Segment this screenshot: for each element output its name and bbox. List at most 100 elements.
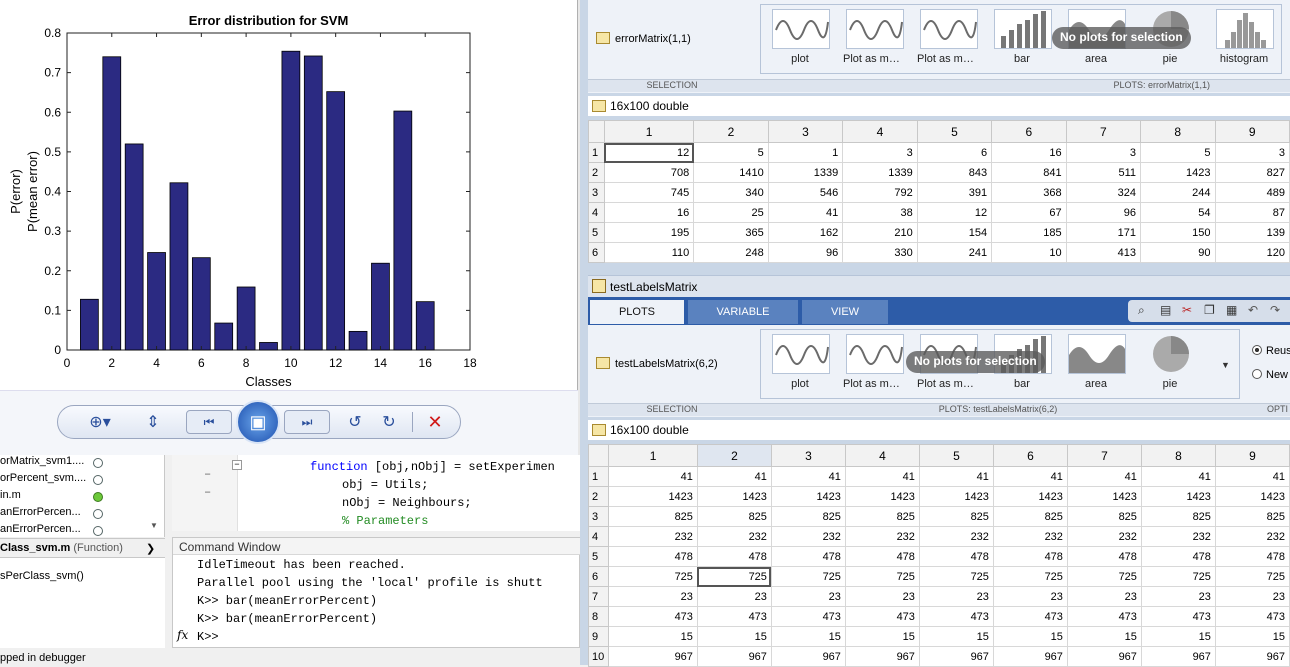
code-line[interactable]: obj = Utils; [342,478,428,492]
grid-cell[interactable]: 473 [1140,606,1216,627]
grid-cell[interactable]: 232 [918,526,994,547]
column-header[interactable]: 6 [992,444,1068,467]
grid-cell[interactable]: 473 [608,606,698,627]
row-header[interactable]: 7 [587,586,610,607]
column-header[interactable]: 7 [1066,444,1142,467]
gallery-item-bar[interactable]: bar [991,7,1053,67]
grid-cell[interactable]: 725 [1214,566,1290,587]
grid-cell[interactable]: 413 [1065,242,1142,263]
grid-cell[interactable]: 967 [696,646,772,667]
details-header[interactable]: Class_svm.m (Function) ❯ [0,538,165,558]
row-header[interactable]: 5 [587,546,610,567]
grid-cell[interactable]: 15 [918,626,994,647]
grid-cell[interactable]: 3 [842,142,918,163]
grid-cell[interactable]: 365 [693,222,769,243]
grid-cell[interactable]: 825 [696,506,772,527]
gallery-item-plot-mult[interactable]: Plot as mult... [843,332,905,392]
row-header[interactable]: 9 [587,626,610,647]
column-header[interactable]: 9 [1214,120,1290,143]
grid-cell[interactable]: 1423 [1214,486,1290,507]
grid-cell[interactable]: 38 [842,202,918,223]
grid-cell[interactable]: 708 [603,162,695,183]
paste-icon[interactable]: ▦ [1226,303,1238,317]
breakpoint-marker[interactable]: – [204,467,212,481]
grid-cell[interactable]: 967 [918,646,994,667]
find-icon[interactable]: ⌕ [1138,303,1145,317]
grid-cell[interactable]: 154 [916,222,993,243]
column-header[interactable]: 1 [608,444,698,467]
grid-cell[interactable]: 825 [770,506,846,527]
grid-cell[interactable]: 511 [1065,162,1142,183]
column-header[interactable]: 2 [693,120,769,143]
grid-cell[interactable]: 232 [770,526,846,547]
column-header[interactable]: 4 [842,120,918,143]
tab-plots[interactable]: PLOTS [590,300,684,324]
folder-item[interactable]: orMatrix_svm1.... [0,455,165,472]
delete-icon[interactable]: ✕ [427,411,443,432]
grid-cell[interactable]: 41 [918,466,994,487]
column-header[interactable]: 7 [1065,120,1142,143]
command-prompt[interactable]: K>> [197,630,219,644]
grid-cell[interactable]: 1339 [767,162,844,183]
grid-cell[interactable]: 725 [844,566,920,587]
function-browser-icon[interactable]: fx [177,628,189,642]
grid-cell[interactable]: 473 [770,606,846,627]
column-header[interactable]: 1 [603,120,695,143]
grid-cell[interactable]: 12 [603,142,695,163]
grid-cell[interactable]: 478 [844,546,920,567]
column-header[interactable]: 4 [844,444,920,467]
grid-cell[interactable]: 15 [770,626,846,647]
grid-cell[interactable]: 825 [992,506,1068,527]
grid-cell[interactable]: 110 [603,242,695,263]
grid-cell[interactable]: 185 [991,222,1067,243]
grid-cell[interactable]: 16 [603,202,695,223]
grid-cell[interactable]: 41 [1140,466,1216,487]
zoom-in-icon[interactable]: ⊕▾ [89,414,111,431]
grid-cell[interactable]: 15 [608,626,698,647]
grid-cell[interactable]: 1423 [770,486,846,507]
grid-cell[interactable]: 825 [1066,506,1142,527]
undo-icon[interactable]: ↶ [1248,303,1259,317]
code-line[interactable]: function [obj,nObj] = setExperimen [310,460,555,474]
grid-cell[interactable]: 23 [1140,586,1216,607]
previous-icon[interactable]: ⏮ [186,410,232,434]
grid-cell[interactable]: 3 [1214,142,1290,163]
grid-cell[interactable]: 478 [696,546,772,567]
gallery-item-plot[interactable]: plot [769,332,831,392]
variable-tab-header[interactable]: testLabelsMatrix [588,275,1290,297]
column-header[interactable]: 5 [916,120,993,143]
grid-cell[interactable]: 3 [1065,142,1142,163]
redo-icon[interactable]: ↷ [1270,303,1281,317]
breakpoint-marker[interactable]: – [204,485,212,499]
reuse-radio[interactable]: Reus [1252,345,1290,357]
grid-cell[interactable]: 16 [991,142,1067,163]
grid-cell[interactable]: 1423 [992,486,1068,507]
selection-field[interactable]: errorMatrix(1,1) [596,32,691,45]
grid-cell[interactable]: 825 [844,506,920,527]
grid-cell[interactable]: 23 [992,586,1068,607]
grid-cell[interactable]: 232 [1214,526,1290,547]
grid-cell[interactable]: 473 [696,606,772,627]
grid-cell[interactable]: 792 [842,182,918,203]
gallery-item-plot[interactable]: plot [769,7,831,67]
grid-cell[interactable]: 478 [1140,546,1216,567]
grid-cell[interactable]: 745 [603,182,695,203]
grid-cell[interactable]: 967 [1214,646,1290,667]
grid-cell[interactable]: 232 [608,526,698,547]
grid-cell[interactable]: 825 [1214,506,1290,527]
grid-cell[interactable]: 232 [992,526,1068,547]
grid-cell[interactable]: 478 [992,546,1068,567]
rotate-left-icon[interactable]: ↺ [348,414,362,431]
grid-cell[interactable]: 96 [1065,202,1142,223]
grid-cell[interactable]: 23 [918,586,994,607]
variable-grid-bottom[interactable]: 1 2 3 4 5 6 7 8 9 1 41 41 41 41 41 41 41 41 41 2 1423 1423 142… [587,444,1290,667]
grid-cell[interactable]: 232 [844,526,920,547]
grid-cell[interactable]: 15 [696,626,772,647]
grid-cell[interactable]: 15 [1066,626,1142,647]
row-header[interactable]: 4 [587,526,610,547]
grid-cell[interactable]: 232 [1140,526,1216,547]
grid-cell[interactable]: 1 [767,142,844,163]
grid-cell[interactable]: 1339 [842,162,918,183]
grid-cell[interactable]: 1423 [1140,486,1216,507]
grid-cell[interactable]: 478 [608,546,698,567]
